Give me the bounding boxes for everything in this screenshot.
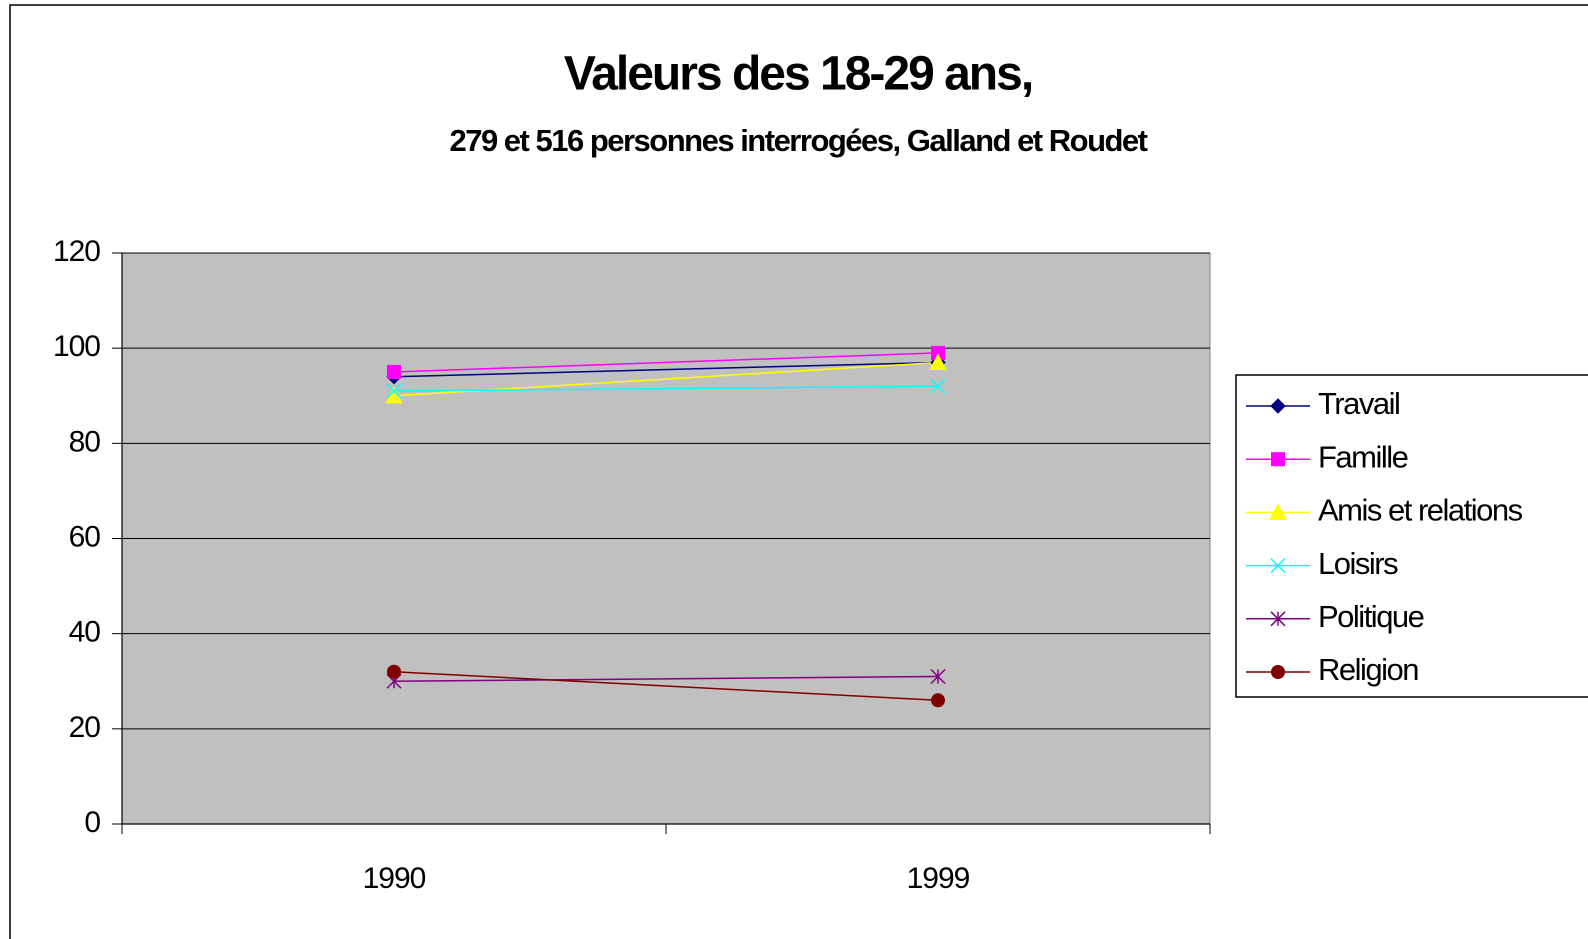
series-line bbox=[393, 675, 939, 682]
x-tick-label: 1999 bbox=[907, 862, 970, 895]
marker bbox=[930, 668, 946, 685]
chart-subtitle: 279 et 516 personnes interrogées, Gallan… bbox=[449, 123, 1147, 158]
y-tick-label: 40 bbox=[69, 616, 101, 649]
legend-label: Famille bbox=[1318, 439, 1408, 474]
y-tick-label: 20 bbox=[69, 711, 101, 744]
marker bbox=[387, 664, 401, 679]
marker bbox=[931, 693, 945, 708]
marker bbox=[930, 378, 946, 394]
y-tick-label: 0 bbox=[84, 806, 100, 839]
chart-title: Valeurs des 18-29 ans, bbox=[564, 48, 1032, 101]
x-tick-label: 1990 bbox=[363, 862, 426, 895]
series-line bbox=[393, 385, 939, 392]
y-tick-label: 60 bbox=[69, 520, 101, 553]
marker bbox=[387, 364, 401, 379]
series-line bbox=[393, 361, 939, 378]
marker bbox=[386, 383, 402, 399]
marker bbox=[931, 345, 945, 360]
y-tick-label: 120 bbox=[53, 235, 100, 268]
marker bbox=[1271, 452, 1285, 467]
marker bbox=[1270, 558, 1286, 574]
legend-label: Amis et relations bbox=[1318, 493, 1523, 528]
legend-label: Religion bbox=[1318, 652, 1418, 687]
legend-label: Travail bbox=[1318, 386, 1399, 421]
series-line bbox=[393, 670, 939, 702]
legend-label: Politique bbox=[1318, 599, 1424, 634]
marker bbox=[1270, 611, 1286, 627]
marker bbox=[1271, 665, 1285, 679]
y-tick-label: 80 bbox=[69, 425, 101, 458]
legend bbox=[1235, 374, 1588, 698]
marker bbox=[929, 353, 947, 370]
legend-label: Loisirs bbox=[1318, 546, 1398, 581]
marker bbox=[1269, 503, 1287, 520]
y-tick-label: 100 bbox=[53, 330, 100, 363]
marker bbox=[1270, 398, 1286, 414]
series-line bbox=[393, 352, 939, 373]
